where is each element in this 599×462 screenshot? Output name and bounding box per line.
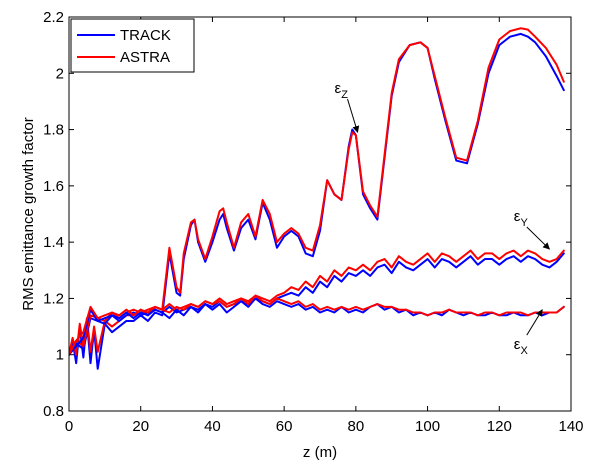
legend-box <box>70 18 195 73</box>
annotation-arrow-y <box>526 226 550 250</box>
legend-label-astra: ASTRA <box>120 49 170 66</box>
y-tick-label: 2.2 <box>43 9 64 26</box>
annotation-arrow-x <box>526 309 543 336</box>
x-axis-label: z (m) <box>303 444 337 461</box>
x-tick-label: 40 <box>204 418 221 435</box>
y-tick-label: 1.6 <box>43 178 64 195</box>
annotation-arrow-z <box>347 98 360 134</box>
y-tick-label: 1.4 <box>43 234 64 251</box>
series-line-track-y <box>69 252 565 356</box>
series-line-astra-x <box>69 294 565 356</box>
x-tick-label: 100 <box>415 418 440 435</box>
axes-frame <box>68 16 572 412</box>
y-axis-label: RMS emittance growth factor <box>20 117 37 310</box>
x-tick-label: 120 <box>487 418 512 435</box>
legend: TRACK ASTRA <box>70 18 195 73</box>
series-line-track-x <box>69 297 565 356</box>
x-tick-label: 140 <box>558 418 583 435</box>
x-tick-label: 80 <box>348 418 365 435</box>
x-tick-label: 20 <box>132 418 149 435</box>
plot-area <box>69 17 571 411</box>
x-tick-label: 0 <box>65 418 73 435</box>
y-tick-label: 2 <box>56 65 64 82</box>
y-tick-label: 1.2 <box>43 290 64 307</box>
legend-label-track: TRACK <box>120 27 171 44</box>
series-line-astra-y <box>69 249 565 356</box>
y-tick-label: 0.8 <box>43 403 64 420</box>
y-tick-label: 1 <box>56 347 64 364</box>
x-tick-label: 60 <box>276 418 293 435</box>
y-tick-label: 1.8 <box>43 122 64 139</box>
